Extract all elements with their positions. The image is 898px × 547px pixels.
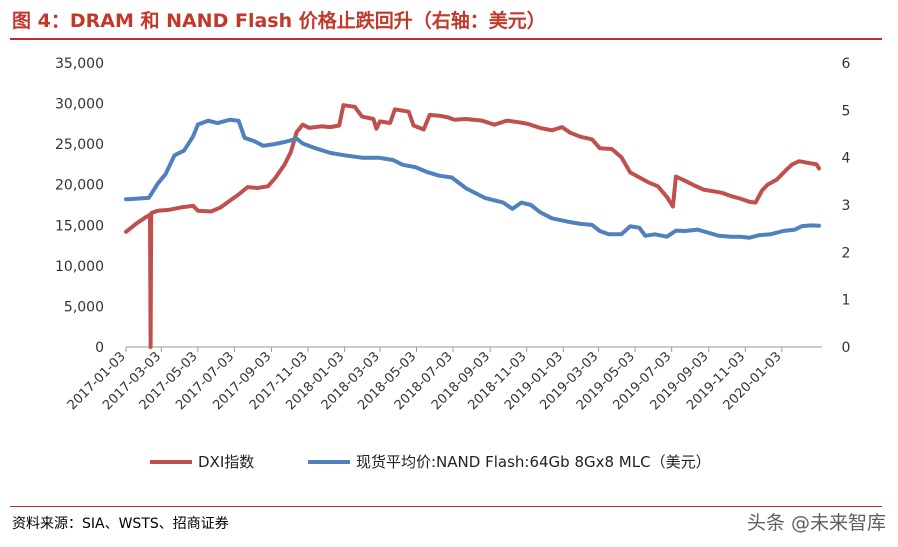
y-right-tick-label: 4 [842,151,851,167]
y-left-tick-label: 0 [95,340,104,356]
y-left-tick-label: 5,000 [64,299,104,315]
y-right-tick-label: 3 [842,198,851,214]
chart-axes: 0 5,000 10,000 15,000 20,000 25,000 30,000 35,0… [55,56,851,413]
legend-dxi-label: DXI指数 [198,453,254,471]
y-left-tick-label: 20,000 [55,178,104,194]
y-right-tick-label: 1 [842,293,851,309]
chart-title: 图 4：DRAM 和 NAND Flash 价格止跌回升（右轴：美元） [12,10,546,32]
nand-flash-series-line [124,117,821,240]
chart-series [124,103,821,349]
title-divider [10,38,882,40]
y-left-tick-label: 10,000 [55,259,104,275]
legend-nand-flash-label: 现货平均价:NAND Flash:64Gb 8Gx8 MLC（美元） [356,453,711,471]
y-right-tick-label: 6 [842,56,851,72]
y-left-tick-label: 25,000 [55,137,104,153]
y-right-tick-label: 5 [842,103,851,119]
y-right-tick-label: 0 [842,340,851,356]
source-divider [10,506,882,507]
watermark: 头条 @未来智库 [746,512,886,534]
y-left-tick-label: 35,000 [55,56,104,72]
y-left-tick-label: 30,000 [55,97,104,113]
y-left-tick-label: 15,000 [55,218,104,234]
chart-legend: DXI指数 现货平均价:NAND Flash:64Gb 8Gx8 MLC（美元） [150,453,711,471]
dxi-series-line [124,103,821,349]
source-note: 资料来源：SIA、WSTS、招商证券 [12,516,229,532]
y-right-tick-label: 2 [842,245,851,261]
